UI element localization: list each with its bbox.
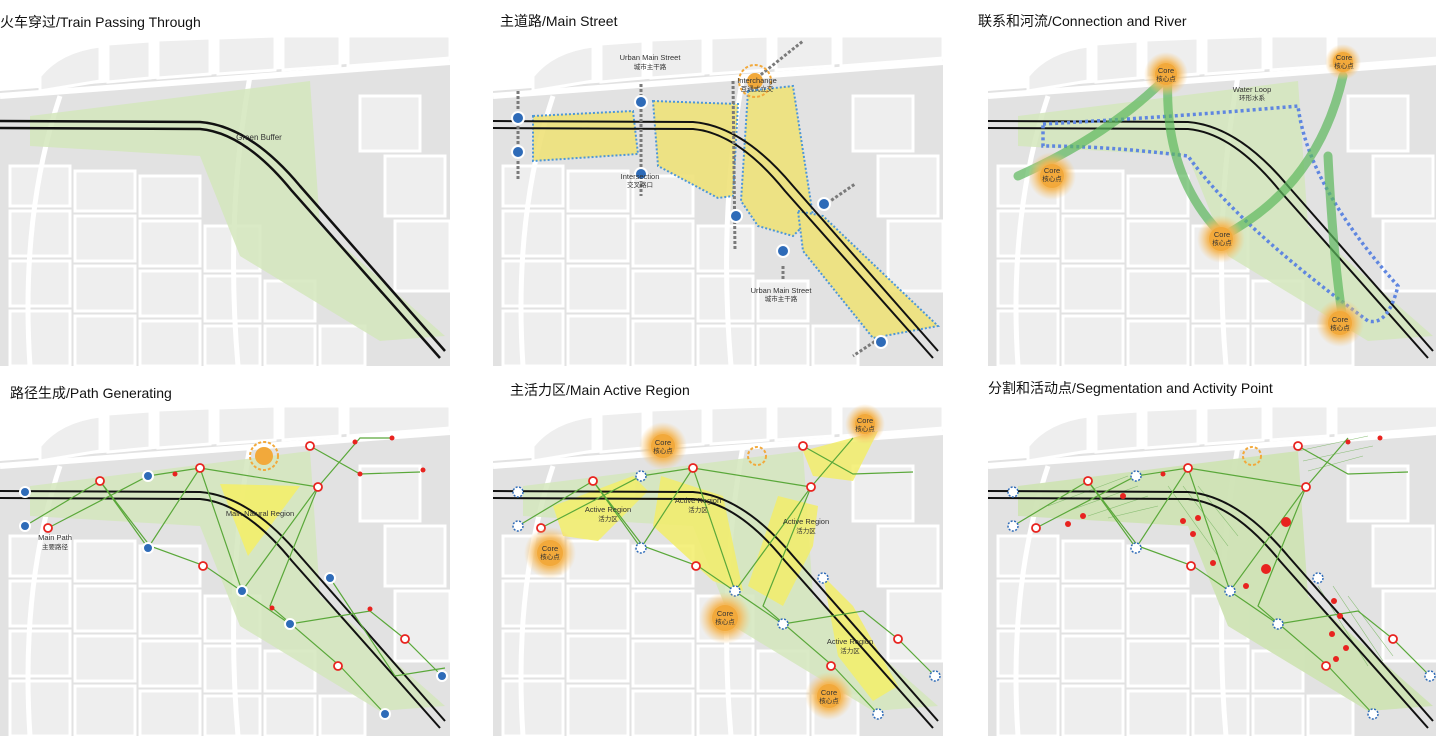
- panel-train-passing: Green Buffer: [0, 36, 450, 366]
- svg-text:城市主干路: 城市主干路: [634, 62, 667, 71]
- street-zone: [739, 84, 815, 238]
- svg-text:Active Region: Active Region: [827, 637, 873, 646]
- svg-text:Core: Core: [857, 416, 873, 425]
- street-zone: [651, 99, 740, 200]
- svg-text:活力区: 活力区: [688, 505, 708, 514]
- green-buffer-area: [30, 81, 445, 341]
- core-points: [1028, 44, 1364, 347]
- svg-text:活力区: 活力区: [598, 514, 618, 523]
- panel-path-generating: Main Path 主要路径 Main Natural Region: [0, 406, 450, 736]
- panel-title-train: 火车穿过/Train Passing Through: [0, 14, 201, 30]
- intersection-label: Intersection: [621, 172, 660, 181]
- svg-text:Core: Core: [1214, 230, 1230, 239]
- water-loop-label: Water Loop: [1233, 85, 1272, 94]
- svg-text:活力区: 活力区: [840, 646, 860, 655]
- urban-main-street-label: Urban Main Street: [620, 53, 682, 62]
- main-path-label: Main Path: [38, 533, 72, 542]
- water-loop: [1041, 104, 1400, 324]
- svg-text:核心点: 核心点: [715, 617, 735, 626]
- svg-text:Core: Core: [542, 544, 558, 553]
- svg-text:交叉路口: 交叉路口: [627, 180, 653, 189]
- main-natural-region: [220, 484, 300, 556]
- panel-main-active-region: Core 核心点 Core 核心点 Core 核心点 Core 核心点 Core…: [493, 404, 943, 736]
- svg-text:核心点: 核心点: [653, 446, 673, 455]
- svg-text:核心点: 核心点: [1212, 238, 1232, 247]
- svg-text:Core: Core: [717, 609, 733, 618]
- interchange-label: Interchange: [737, 76, 777, 85]
- panel-title-main-active-region: 主活力区/Main Active Region: [510, 382, 690, 398]
- panel-connection-river: Core 核心点 Core 核心点 Core 核心点 Core 核心点 Core…: [988, 36, 1436, 366]
- svg-text:核心点: 核心点: [855, 424, 875, 433]
- svg-text:Active Region: Active Region: [783, 517, 829, 526]
- svg-text:核心点: 核心点: [1042, 174, 1062, 183]
- svg-text:Core: Core: [1044, 166, 1060, 175]
- core-points-active: [524, 404, 885, 720]
- railway-line: [0, 126, 441, 359]
- svg-text:环形水系: 环形水系: [1239, 93, 1266, 102]
- green-buffer-label: Green Buffer: [236, 133, 282, 142]
- panel-segmentation: [988, 406, 1436, 736]
- svg-text:核心点: 核心点: [540, 552, 560, 561]
- svg-text:核心点: 核心点: [819, 696, 839, 705]
- panel-title-connection-river: 联系和河流/Connection and River: [978, 13, 1187, 29]
- street-zone: [532, 109, 640, 163]
- urban-main-street-label-bottom: Urban Main Street: [751, 286, 813, 295]
- active-region-label: Active Region: [585, 505, 631, 514]
- svg-text:核心点: 核心点: [1334, 61, 1354, 70]
- railway-line: [0, 119, 446, 352]
- core-label: Core: [1158, 66, 1174, 75]
- svg-text:Core: Core: [1332, 315, 1348, 324]
- svg-text:主要路径: 主要路径: [42, 542, 69, 551]
- panel-title-main-street: 主道路/Main Street: [500, 13, 618, 29]
- svg-text:城市主干路: 城市主干路: [765, 294, 798, 303]
- svg-text:核心点: 核心点: [1156, 74, 1176, 83]
- svg-text:Core: Core: [821, 688, 837, 697]
- panel-title-segmentation: 分割和活动点/Segmentation and Activity Point: [988, 380, 1273, 396]
- panel-main-street: Urban Main Street 城市主干路 Interchange 互通式立…: [493, 36, 943, 366]
- svg-text:Core: Core: [1336, 53, 1352, 62]
- svg-text:Core: Core: [655, 438, 671, 447]
- panel-title-path-generating: 路径生成/Path Generating: [10, 385, 172, 401]
- svg-text:活力区: 活力区: [796, 526, 816, 535]
- main-natural-region-label: Main Natural Region: [226, 509, 294, 518]
- svg-text:核心点: 核心点: [1330, 323, 1350, 332]
- svg-text:Active Region: Active Region: [675, 496, 721, 505]
- svg-text:互通式立交: 互通式立交: [741, 84, 774, 93]
